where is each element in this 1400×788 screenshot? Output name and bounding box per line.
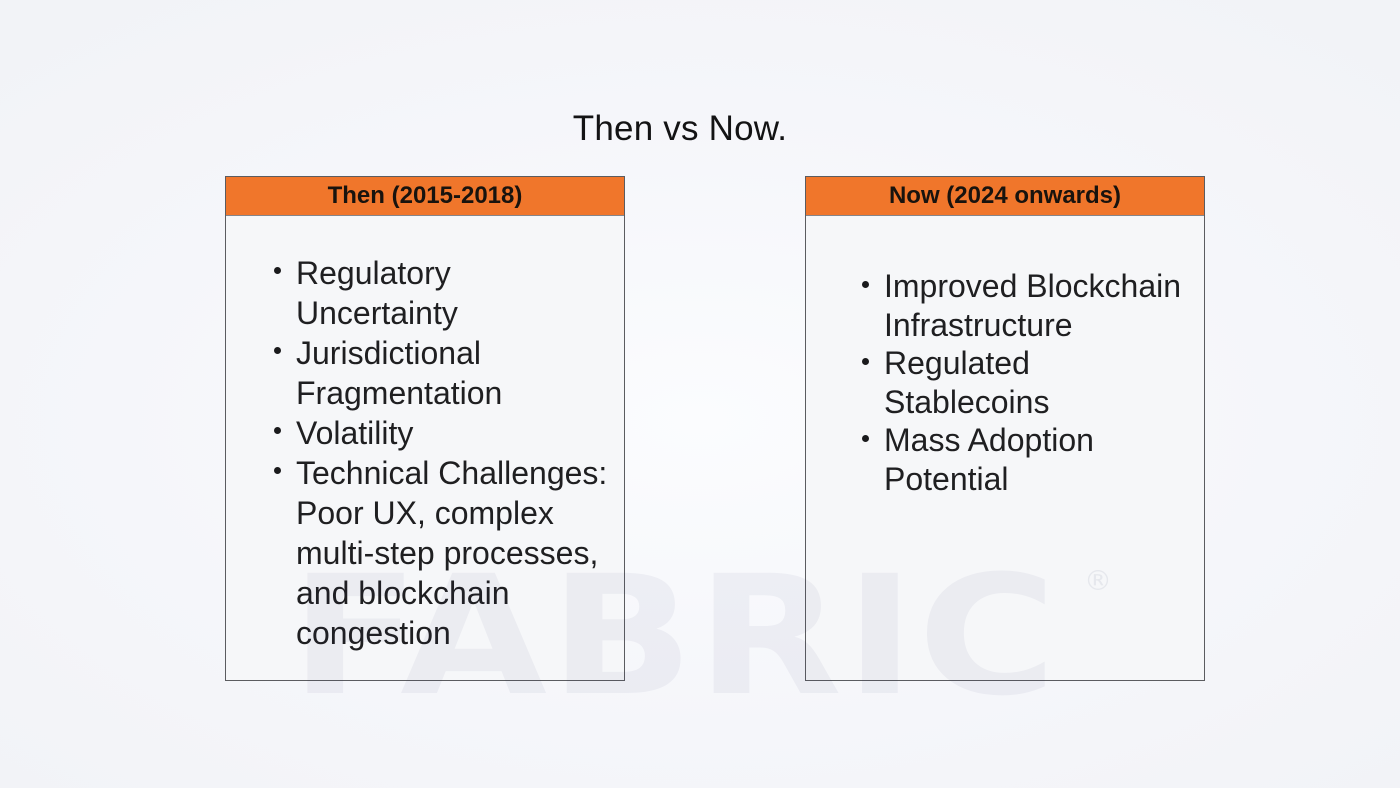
bullet-item: Regulatory Uncertainty [274, 253, 616, 333]
then-bullet-list: Regulatory Uncertainty Jurisdictional Fr… [226, 253, 616, 653]
then-panel: Then (2015-2018) Regulatory Uncertainty … [225, 176, 625, 681]
bullet-item: Regulated Stablecoins [862, 344, 1192, 421]
now-panel-header: Now (2024 onwards) [806, 177, 1204, 216]
bullet-item: Technical Challenges: Poor UX, complex m… [274, 453, 616, 653]
page-title: Then vs Now. [572, 109, 788, 149]
then-panel-header: Then (2015-2018) [226, 177, 624, 216]
bullet-item: Volatility [274, 413, 616, 453]
now-bullet-list: Improved Blockchain Infrastructure Regul… [806, 267, 1192, 498]
now-panel: Now (2024 onwards) Improved Blockchain I… [805, 176, 1205, 681]
bullet-item: Mass Adoption Potential [862, 421, 1192, 498]
bullet-item: Improved Blockchain Infrastructure [862, 267, 1192, 344]
bullet-item: Jurisdictional Fragmentation [274, 333, 616, 413]
